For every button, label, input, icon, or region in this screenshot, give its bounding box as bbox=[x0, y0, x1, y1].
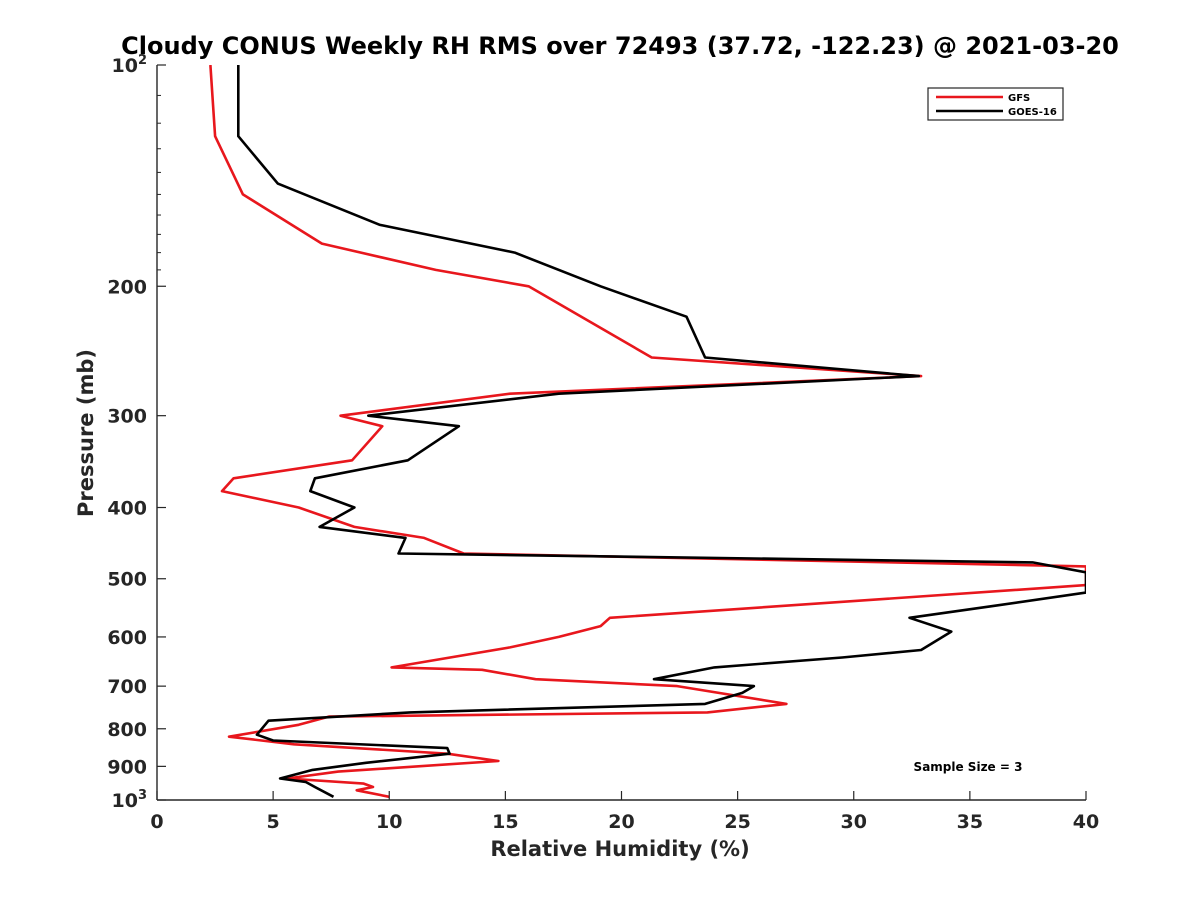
y-tick-label: 300 bbox=[107, 406, 147, 428]
x-tick-label: 5 bbox=[267, 811, 280, 833]
plot-background bbox=[157, 65, 1086, 800]
y-tick-label: 800 bbox=[107, 719, 147, 741]
x-tick-label: 20 bbox=[608, 811, 634, 833]
legend-entry-label: GFS bbox=[1008, 93, 1030, 104]
y-axis-label: Pressure (mb) bbox=[74, 349, 98, 517]
x-tick-label: 10 bbox=[376, 811, 402, 833]
x-tick-label: 40 bbox=[1073, 811, 1099, 833]
x-tick-label: 0 bbox=[150, 811, 163, 833]
x-tick-label: 15 bbox=[492, 811, 518, 833]
axes-layer: 0 5 10 15 20 25 30 35 40 102 200 300 400 500 600 700 800… bbox=[107, 53, 1099, 833]
x-tick-label: 30 bbox=[841, 811, 867, 833]
y-tick-label: 900 bbox=[107, 756, 147, 778]
y-tick-label: 700 bbox=[107, 676, 147, 698]
series-line-goes-16 bbox=[237, 65, 1086, 798]
legend: GFS GOES-16 bbox=[927, 87, 1064, 121]
legend-box bbox=[927, 87, 1064, 121]
series-layer bbox=[209, 65, 1086, 799]
y-tick-label: 200 bbox=[107, 276, 147, 298]
y-tick-label: 600 bbox=[107, 627, 147, 649]
x-axis-label: Relative Humidity (%) bbox=[490, 837, 749, 861]
legend-entry-label: GOES-16 bbox=[1008, 107, 1057, 118]
y-tick-label: 400 bbox=[107, 498, 147, 520]
x-tick-label: 35 bbox=[957, 811, 983, 833]
sample-size-annotation: Sample Size = 3 bbox=[914, 760, 1023, 774]
y-tick-label: 102 bbox=[112, 53, 148, 77]
y-tick-label: 500 bbox=[107, 569, 147, 591]
y-tick-label: 103 bbox=[112, 788, 148, 812]
x-tick-label: 25 bbox=[724, 811, 750, 833]
plot-area bbox=[157, 65, 1086, 800]
chart-title: Cloudy CONUS Weekly RH RMS over 72493 (3… bbox=[121, 32, 1119, 60]
